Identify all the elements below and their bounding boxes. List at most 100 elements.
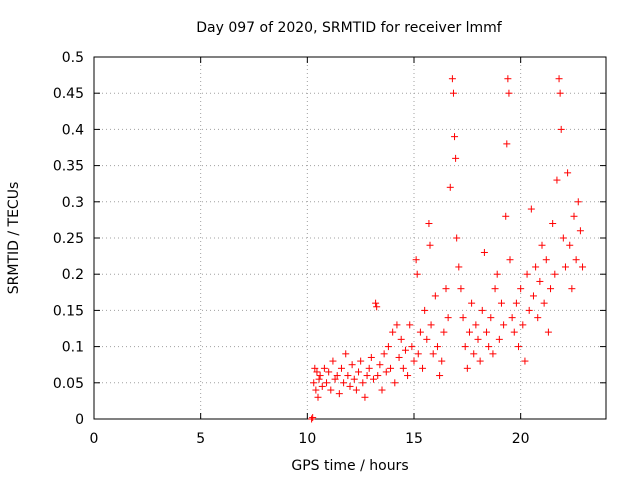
- data-point: [342, 350, 350, 358]
- data-point: [433, 343, 441, 351]
- y-tick-label: 0.15: [53, 303, 84, 319]
- data-point: [448, 75, 456, 83]
- data-point: [544, 328, 552, 336]
- data-point: [451, 133, 459, 141]
- data-point: [574, 198, 582, 206]
- y-tick-label: 0.4: [62, 122, 84, 138]
- data-point: [508, 314, 516, 322]
- data-point: [316, 372, 324, 380]
- data-point: [444, 314, 452, 322]
- data-point: [431, 292, 439, 300]
- data-point: [374, 372, 382, 380]
- data-point: [363, 372, 371, 380]
- data-point: [519, 321, 527, 329]
- data-point: [476, 357, 484, 365]
- data-point: [472, 321, 480, 329]
- data-point: [478, 306, 486, 314]
- y-tick-label: 0.2: [62, 267, 84, 283]
- data-point: [542, 256, 550, 264]
- data-point: [489, 350, 497, 358]
- y-tick-label: 0.45: [53, 86, 84, 102]
- data-point: [329, 357, 337, 365]
- data-point: [425, 220, 433, 228]
- grid-lines: [94, 57, 606, 419]
- data-point: [308, 415, 316, 423]
- data-point: [313, 368, 321, 376]
- data-point: [576, 227, 584, 235]
- data-point: [446, 183, 454, 191]
- data-point: [414, 350, 422, 358]
- data-point: [413, 270, 421, 278]
- data-point: [378, 386, 386, 394]
- data-point: [540, 299, 548, 307]
- data-point: [412, 256, 420, 264]
- data-point: [311, 364, 319, 372]
- y-tick-label: 0.05: [53, 376, 84, 392]
- data-point: [557, 125, 565, 133]
- data-point: [361, 393, 369, 401]
- y-axis-label: SRMTID / TECUs: [6, 182, 22, 295]
- data-point: [376, 361, 384, 369]
- data-point: [344, 372, 352, 380]
- data-point: [309, 414, 317, 422]
- data-point: [310, 379, 318, 387]
- data-point: [502, 212, 510, 220]
- data-point: [572, 256, 580, 264]
- data-point: [551, 270, 559, 278]
- data-point: [536, 277, 544, 285]
- data-point: [348, 361, 356, 369]
- data-point: [436, 372, 444, 380]
- data-point: [359, 379, 367, 387]
- data-point: [449, 89, 457, 97]
- data-point: [553, 176, 561, 184]
- data-point: [547, 285, 555, 293]
- y-tick-label: 0: [75, 412, 84, 428]
- data-point: [408, 343, 416, 351]
- data-point: [480, 248, 488, 256]
- data-point: [427, 321, 435, 329]
- y-tick-label: 0.3: [62, 195, 84, 211]
- data-point: [504, 75, 512, 83]
- data-point: [416, 328, 424, 336]
- data-point: [333, 372, 341, 380]
- data-point: [389, 328, 397, 336]
- data-point: [397, 335, 405, 343]
- data-point: [483, 328, 491, 336]
- data-point: [318, 382, 326, 390]
- data-point: [340, 379, 348, 387]
- data-point: [568, 285, 576, 293]
- x-tick-label: 15: [405, 431, 423, 447]
- data-point: [335, 390, 343, 398]
- data-point: [459, 314, 467, 322]
- y-tick-label: 0.5: [62, 50, 84, 66]
- data-point: [440, 328, 448, 336]
- data-point: [406, 321, 414, 329]
- data-point: [503, 140, 511, 148]
- data-point: [355, 368, 363, 376]
- data-point: [500, 321, 508, 329]
- data-point: [487, 314, 495, 322]
- data-point: [382, 368, 390, 376]
- data-point: [534, 314, 542, 322]
- data-point: [461, 343, 469, 351]
- data-point: [395, 353, 403, 361]
- axis-ticks: 0 0.05 0.1 0.15 0.2 0.25 0.3 0.35 0.4 0.45 0.5 0 5 10…: [53, 50, 606, 447]
- data-point: [463, 364, 471, 372]
- data-point: [495, 335, 503, 343]
- data-point: [523, 270, 531, 278]
- data-point: [346, 382, 354, 390]
- data-point: [556, 89, 564, 97]
- data-point: [549, 220, 557, 228]
- data-point: [452, 154, 460, 162]
- data-point: [505, 89, 513, 97]
- data-point: [429, 350, 437, 358]
- data-point: [369, 375, 377, 383]
- data-point: [391, 379, 399, 387]
- data-point: [350, 375, 358, 383]
- data-point: [380, 350, 388, 358]
- chart-title: Day 097 of 2020, SRMTID for receiver lmm…: [196, 20, 503, 36]
- data-point: [314, 393, 322, 401]
- data-point: [497, 299, 505, 307]
- data-point: [455, 263, 463, 271]
- data-point: [337, 364, 345, 372]
